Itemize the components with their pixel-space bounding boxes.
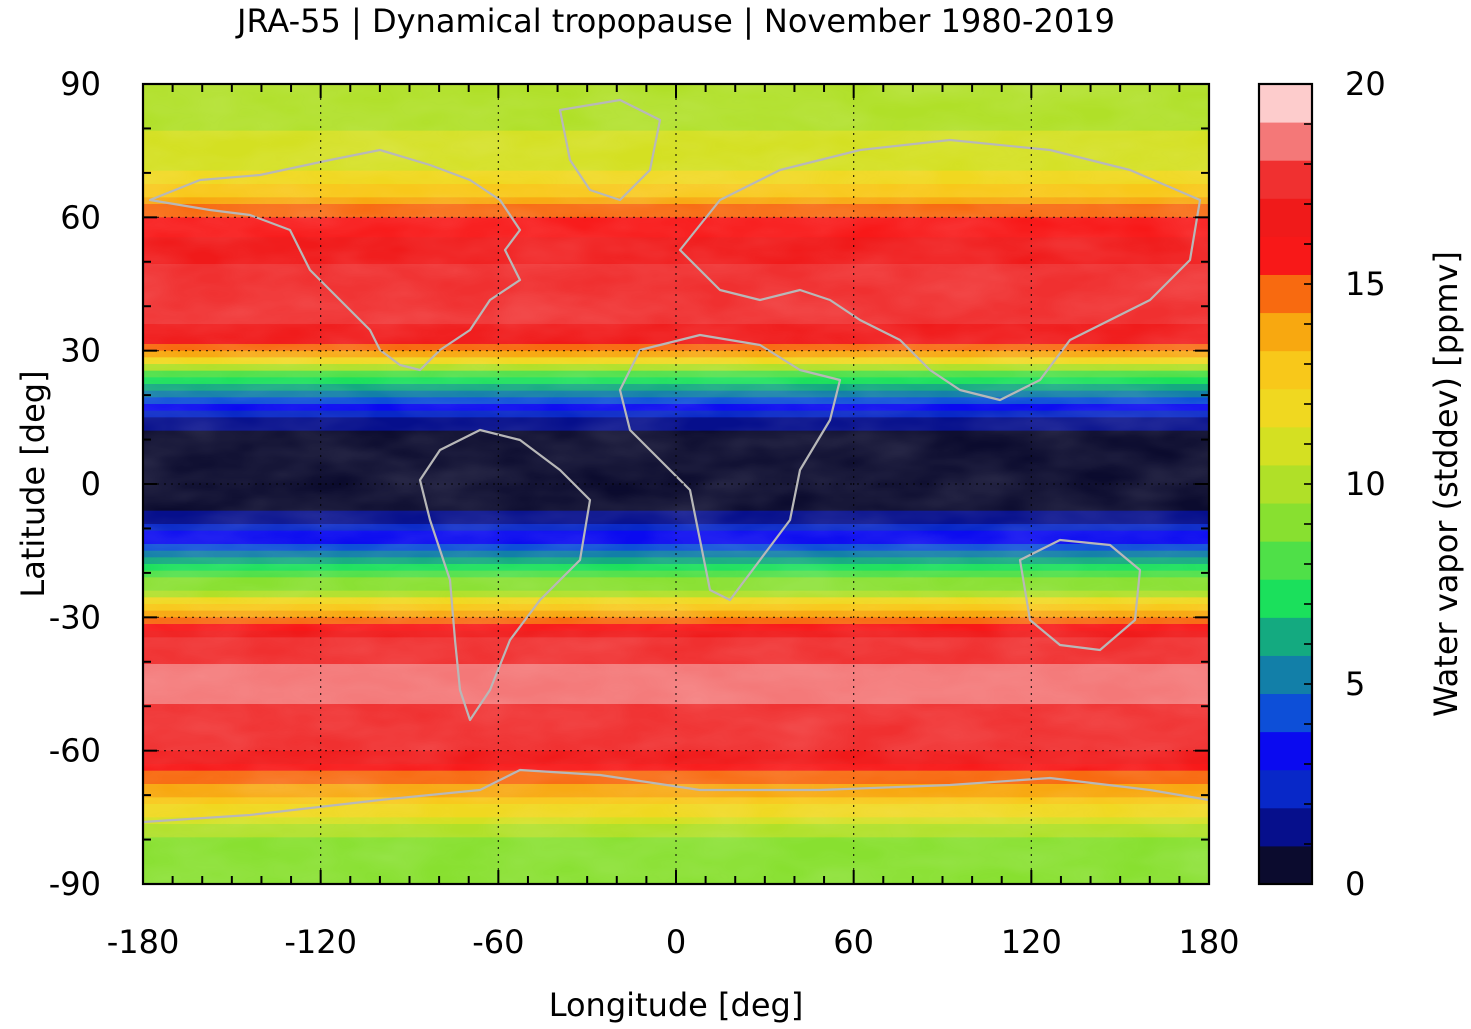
colorbar-segment <box>1259 655 1312 695</box>
south-america-outline <box>418 428 592 722</box>
y-axis-ticks: -90 -60 -30 0 30 60 90 <box>49 65 1209 903</box>
x-tick-label: -180 <box>107 923 180 961</box>
africa-outline <box>618 333 842 602</box>
colorbar-tick-label: 10 <box>1345 465 1386 503</box>
greenland-outline <box>558 98 662 202</box>
north-america-outline <box>148 148 522 372</box>
colorbar-segment <box>1259 312 1312 352</box>
gridlines <box>143 84 1209 884</box>
colorbar-segment <box>1259 122 1312 161</box>
y-tick-label: 90 <box>60 65 101 103</box>
colorbar-segment <box>1259 845 1312 885</box>
colorbar-segment <box>1259 769 1312 809</box>
colorbar-segment <box>1259 464 1312 504</box>
chart-title: JRA-55 | Dynamical tropopause | November… <box>235 2 1115 40</box>
x-tick-label: -60 <box>472 923 524 961</box>
colorbar-segment <box>1259 84 1312 123</box>
colorbar-segment <box>1259 617 1312 656</box>
colorbar-segment <box>1259 731 1312 771</box>
x-axis-ticks: -180 -120 -60 0 60 120 180 <box>107 84 1240 961</box>
y-axis-label: Latitude [deg] <box>14 370 52 597</box>
colorbar-segment <box>1259 579 1312 618</box>
y-tick-label: 30 <box>60 332 101 370</box>
y-tick-label: 0 <box>81 465 101 503</box>
y-tick-label: -30 <box>49 598 101 636</box>
colorbar-tick-label: 5 <box>1345 665 1365 703</box>
y-tick-label: 60 <box>60 198 101 236</box>
x-tick-label: 0 <box>666 923 686 961</box>
y-tick-label: -90 <box>49 865 101 903</box>
colorbar-segment <box>1259 426 1312 466</box>
colorbar <box>1259 84 1312 885</box>
x-tick-label: -120 <box>284 923 357 961</box>
colorbar-tick-label: 0 <box>1345 865 1365 903</box>
colorbar-segment <box>1259 388 1312 428</box>
colorbar-segment <box>1259 693 1312 733</box>
colorbar-segment <box>1259 350 1312 390</box>
colorbar-segment <box>1259 807 1312 847</box>
colorbar-segment <box>1259 274 1312 314</box>
colorbar-segment <box>1259 160 1312 199</box>
x-tick-label: 180 <box>1178 923 1239 961</box>
antarctica-outline <box>143 768 1209 824</box>
australia-outline <box>1018 538 1142 652</box>
colorbar-segment <box>1259 236 1312 275</box>
continent-outlines <box>143 98 1209 824</box>
x-axis-label: Longitude [deg] <box>549 986 804 1024</box>
colorbar-segment <box>1259 503 1312 542</box>
x-tick-label: 120 <box>1001 923 1062 961</box>
colorbar-tick-label: 20 <box>1345 65 1386 103</box>
colorbar-label: Water vapor (stddev) [ppmv] <box>1427 251 1465 717</box>
x-tick-label: 60 <box>833 923 874 961</box>
colorbar-tick-label: 15 <box>1345 265 1386 303</box>
colorbar-ticks: 0 5 10 15 20 <box>1304 65 1386 903</box>
colorbar-segment <box>1259 541 1312 580</box>
colorbar-segment <box>1259 198 1312 237</box>
eurasia-outline <box>678 138 1202 402</box>
plot-area <box>143 84 1209 884</box>
y-tick-label: -60 <box>49 732 101 770</box>
